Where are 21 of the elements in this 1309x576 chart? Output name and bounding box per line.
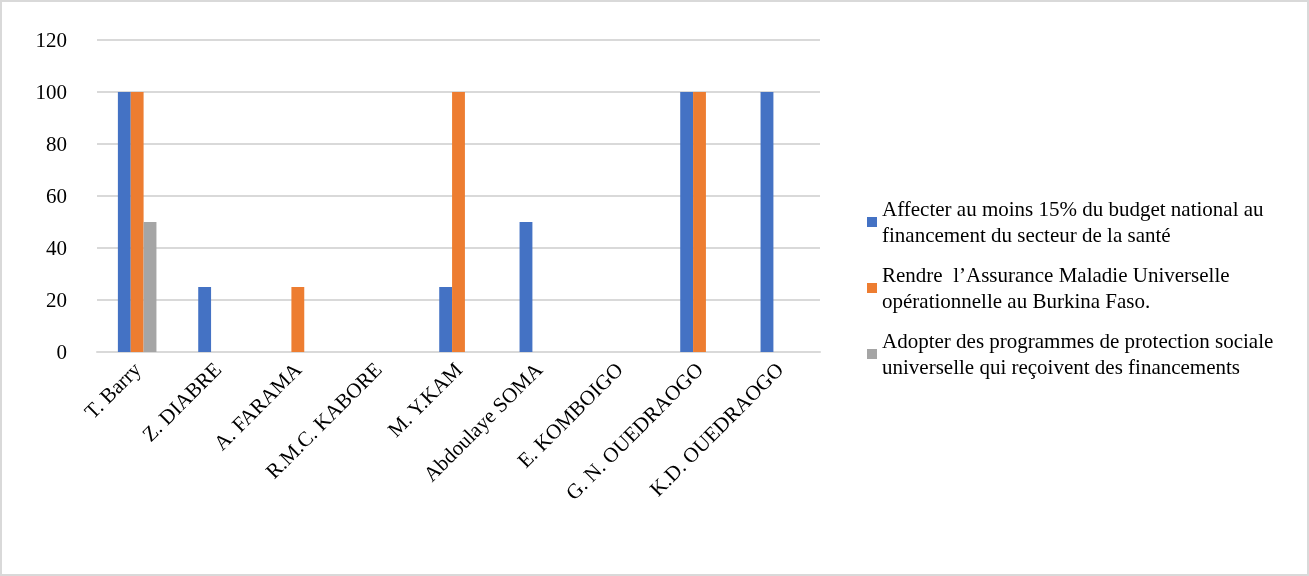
y-tick-label: 100 [35,80,67,104]
bar [693,92,706,352]
legend-label: Rendre l’Assurance Maladie Universelle opérationnelle au Burkina Faso. [882,263,1235,313]
bar [519,222,533,352]
y-tick-label: 120 [35,28,67,52]
bar [452,92,465,352]
legend-label: Adopter des programmes de protection sociale universelle qui reçoivent des financements [882,329,1279,379]
legend-label: Affecter au moins 15% du budget national au financement du secteur de la santé [882,197,1269,247]
bar [198,287,212,352]
y-tick-label: 40 [46,236,67,260]
bar [439,287,453,352]
y-tick-label: 80 [46,132,67,156]
bar [760,92,774,352]
y-tick-label: 60 [46,184,67,208]
y-tick-label: 0 [56,340,67,364]
y-tick-label: 20 [46,288,67,312]
bar [291,287,305,352]
bar [143,222,157,352]
bar [130,92,144,352]
bar [680,92,694,352]
bar [117,92,131,352]
